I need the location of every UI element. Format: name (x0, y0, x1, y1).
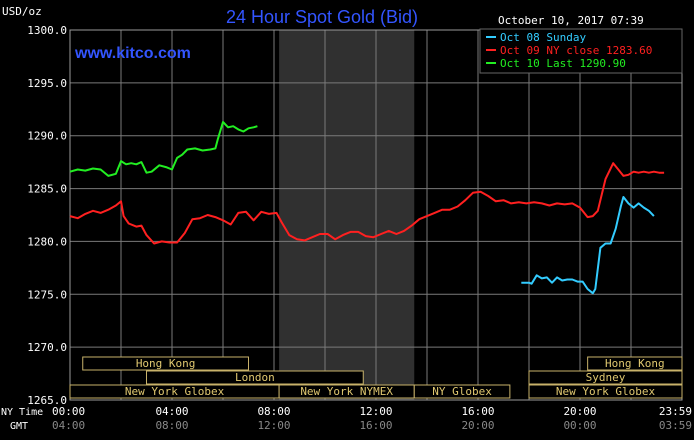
market-session: NY Globex (413, 384, 511, 399)
gmt-tick-label: 00:00 (563, 419, 596, 432)
gmt-tick-label: 08:00 (155, 419, 188, 432)
market-session-box (146, 370, 364, 385)
gmt-tick-label: 16:00 (359, 419, 392, 432)
gmt-tick-label: 03:59 (659, 419, 692, 432)
legend-markers (486, 36, 496, 64)
ny-time-tick-label: 23:59 (659, 405, 692, 418)
y-tick-label: 1275.0 (27, 288, 67, 301)
market-session-label: New York NYMEX (300, 385, 393, 398)
market-session-label: Sydney (586, 371, 626, 384)
timestamp: October 10, 2017 07:39 (498, 14, 644, 27)
y-tick-label: 1285.0 (27, 183, 67, 196)
market-session: New York Globex (69, 384, 280, 399)
market-session: London (146, 370, 364, 385)
legend-box (479, 28, 683, 74)
unit-label: USD/oz (2, 5, 42, 18)
plot-frame (69, 29, 683, 401)
y-tick-label: 1280.0 (27, 235, 67, 248)
ny-time-tick-label: 04:00 (155, 405, 188, 418)
y-tick-label: 1270.0 (27, 341, 67, 354)
market-session: New York Globex (528, 384, 683, 399)
market-session-label: London (235, 371, 275, 384)
legend: Oct 08 Sunday Oct 09 NY close 1283.60 Oc… (479, 28, 683, 74)
market-session: Hong Kong (82, 356, 249, 371)
y-axis-labels: 1300.0 1295.0 1290.0 1285.0 1280.0 1275.0 1270… (27, 24, 67, 407)
market-session-label: New York Globex (125, 385, 225, 398)
gmt-tick-label: 04:00 (52, 419, 85, 432)
series-line (521, 196, 655, 295)
y-tick-label: 1265.0 (27, 394, 67, 407)
ny-time-row-label: NY Time (1, 407, 43, 418)
legend-entry-oct-08: Oct 08 Sunday (500, 31, 586, 44)
y-tick-label: 1295.0 (27, 77, 67, 90)
series-line (69, 121, 258, 177)
market-session-label: Hong Kong (605, 357, 665, 370)
brand-url: www.kitco.com (74, 45, 191, 62)
gmt-tick-label: 20:00 (461, 419, 494, 432)
ny-time-tick-label: 20:00 (563, 405, 596, 418)
market-session: Sydney (528, 370, 683, 385)
x-axis-labels: 00:00 04:00 08:00 12:00 16:00 20:00 23:5904:00… (52, 405, 692, 432)
series-line (69, 162, 665, 245)
market-session-label: New York Globex (556, 385, 656, 398)
market-session-box (82, 356, 249, 371)
y-tick-label: 1300.0 (27, 24, 67, 37)
market-session-label: Hong Kong (136, 357, 196, 370)
gmt-row-label: GMT (10, 421, 28, 432)
market-session-box (528, 370, 683, 385)
market-session: Hong Kong (587, 356, 683, 371)
ny-time-tick-label: 16:00 (461, 405, 494, 418)
ny-time-tick-label: 08:00 (257, 405, 290, 418)
market-session-box (528, 384, 683, 399)
market-session-label: NY Globex (432, 385, 492, 398)
y-tick-label: 1290.0 (27, 130, 67, 143)
chart-title: 24 Hour Spot Gold (Bid) (226, 7, 418, 27)
nymex-session-shade (279, 30, 415, 400)
market-session: New York NYMEX (278, 384, 415, 399)
legend-entry-oct-10: Oct 10 Last 1290.90 (500, 57, 626, 70)
gmt-tick-label: 12:00 (257, 419, 290, 432)
market-session-box (587, 356, 683, 371)
ny-time-tick-label: 12:00 (359, 405, 392, 418)
price-series (69, 121, 665, 295)
grid-lines (70, 30, 682, 400)
ny-time-tick-label: 00:00 (52, 405, 85, 418)
market-session-box (413, 384, 511, 399)
legend-entry-oct-09: Oct 09 NY close 1283.60 (500, 44, 652, 57)
